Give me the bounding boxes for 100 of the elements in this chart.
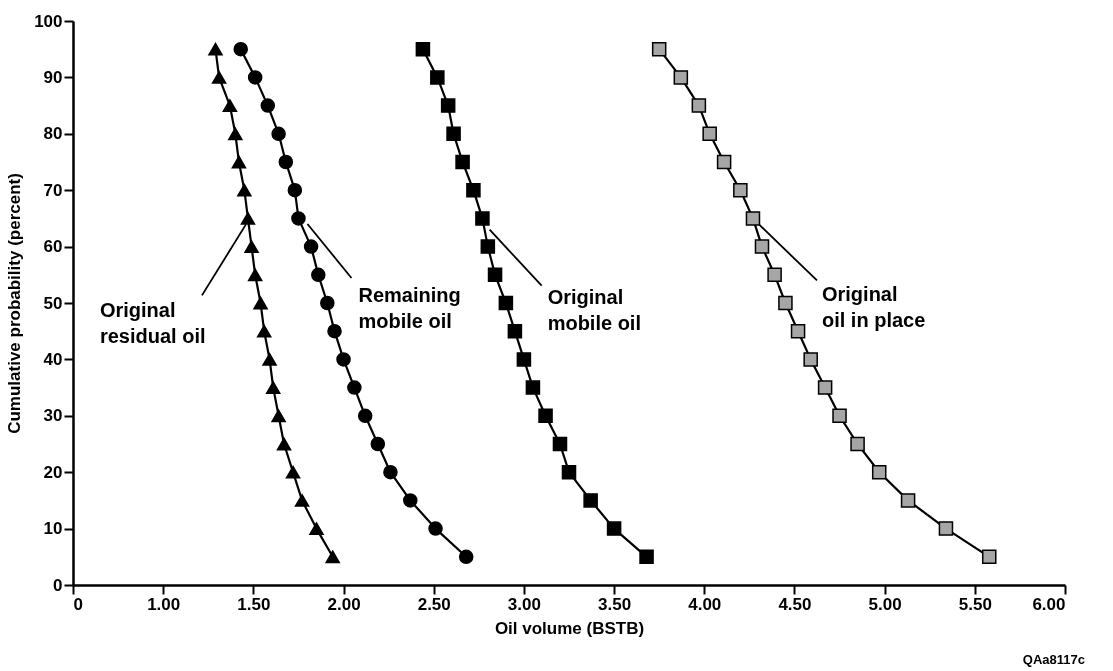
point (938, 521, 954, 536)
point (287, 182, 303, 198)
x-tick-label: 1.00 (147, 594, 181, 614)
point (673, 70, 689, 85)
point (256, 324, 272, 338)
y-tick-label: 20 (43, 462, 63, 482)
x-tick-label: 5.50 (958, 594, 992, 614)
point (466, 182, 481, 198)
point (583, 493, 598, 508)
point (309, 522, 324, 535)
point (357, 408, 373, 424)
point (240, 212, 256, 225)
point (294, 494, 310, 507)
y-tick-label: 60 (43, 237, 63, 257)
x-tick-label: 3.50 (598, 594, 632, 614)
point (237, 183, 252, 197)
point (981, 549, 997, 565)
point (475, 211, 490, 226)
point (745, 211, 761, 226)
text: QAa8117c (1022, 652, 1085, 667)
point (262, 353, 277, 366)
point (850, 436, 865, 452)
y-tick-label: 0 (53, 575, 63, 595)
point (320, 295, 335, 311)
point (430, 70, 445, 85)
point (790, 323, 806, 339)
x-tick-label: 2.50 (417, 594, 451, 614)
point (370, 436, 386, 452)
y-tick-label: 40 (43, 349, 63, 369)
point (253, 296, 268, 310)
y-tick-label: 80 (43, 124, 63, 144)
point (480, 239, 496, 254)
point (247, 70, 263, 85)
point (271, 126, 286, 142)
point (639, 549, 654, 565)
point (778, 295, 793, 311)
point (716, 154, 732, 170)
point (552, 436, 568, 452)
point (606, 521, 622, 536)
point (265, 381, 281, 394)
point (440, 98, 456, 113)
point (754, 239, 770, 254)
point (817, 380, 833, 395)
point (278, 154, 294, 170)
x-tick-label: 5.00 (868, 594, 902, 614)
y-tick-label: 50 (43, 293, 63, 313)
y-tick-label: 100 (34, 11, 63, 31)
point (767, 267, 782, 283)
x-tick-label: 6.00 (1032, 594, 1066, 614)
point (455, 154, 470, 170)
point (271, 409, 286, 423)
x-tick-label: 1.50 (237, 594, 271, 614)
point (832, 408, 847, 424)
point (231, 155, 247, 169)
point (383, 464, 398, 480)
y-tick-label: 10 (43, 519, 63, 539)
point (538, 408, 553, 424)
point (498, 295, 514, 311)
point (561, 464, 577, 480)
point (691, 98, 707, 113)
point (247, 268, 263, 282)
point (516, 352, 532, 367)
point (403, 493, 418, 508)
y-axis-title: Cumulative probability (percent) (5, 173, 25, 434)
point (347, 380, 362, 395)
point (803, 352, 818, 367)
point (291, 211, 306, 226)
annotation: Original mobile oil (547, 285, 641, 334)
point (871, 464, 887, 480)
point (525, 380, 541, 395)
x-tick-label: 4.00 (688, 594, 722, 614)
point (228, 127, 243, 141)
x-tick-label: 4.50 (778, 594, 812, 614)
point (276, 437, 292, 451)
point (900, 493, 916, 508)
point (487, 267, 503, 283)
point (415, 41, 431, 57)
point (222, 99, 238, 112)
point (311, 267, 326, 283)
point (303, 239, 319, 254)
x-tick-label: 0 (73, 594, 83, 614)
point (325, 550, 340, 564)
point (233, 41, 249, 57)
annotation: Remaining mobile oil (358, 284, 461, 333)
point (211, 71, 227, 84)
x-tick-label: 3.00 (507, 594, 541, 614)
annotation: Original residual oil (99, 299, 206, 348)
point (285, 465, 301, 479)
point (336, 352, 351, 367)
point (458, 549, 474, 565)
point (733, 182, 748, 198)
point (651, 41, 667, 57)
annotation: Original oil in place (821, 283, 926, 332)
y-tick-label: 90 (43, 67, 63, 87)
point (260, 98, 276, 113)
y-tick-label: 30 (43, 406, 63, 426)
point (702, 126, 717, 142)
point (244, 240, 259, 253)
point (208, 42, 223, 56)
y-tick-label: 70 (43, 180, 63, 200)
